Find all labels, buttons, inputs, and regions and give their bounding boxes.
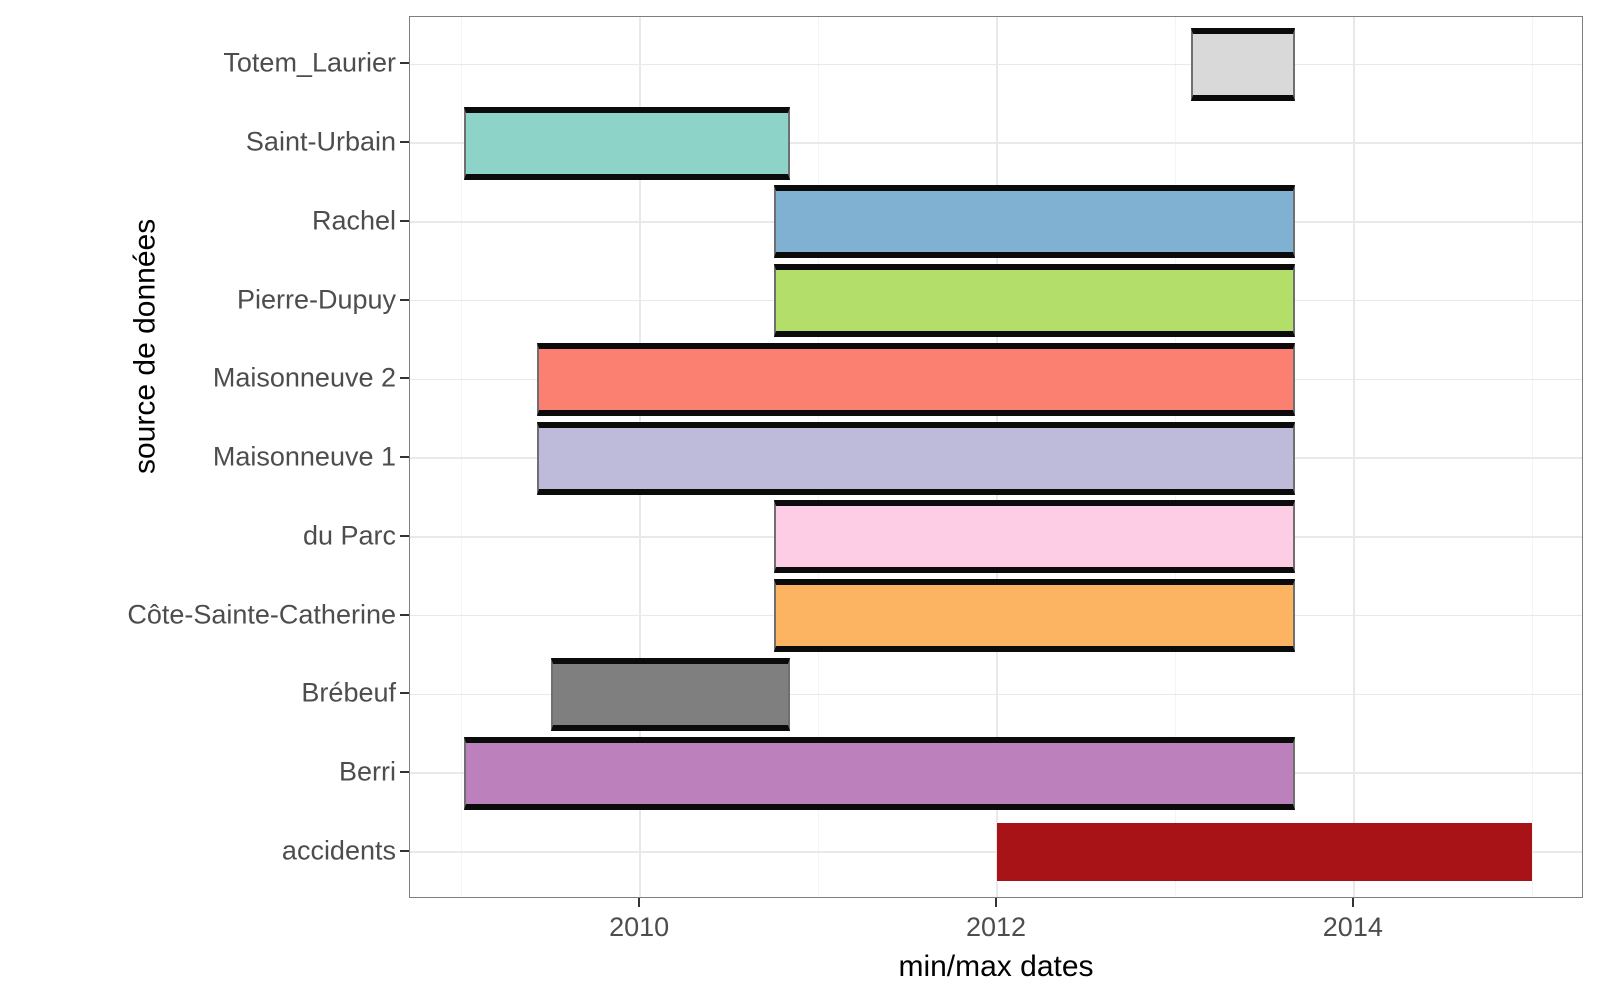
y-tick-saint-urbain <box>400 141 409 143</box>
x-tick-label-2014: 2014 <box>1322 912 1383 942</box>
x-tick-2010 <box>638 898 641 907</box>
row-gridline <box>410 142 1582 144</box>
y-tick-label-totem-laurier: Totem_Laurier <box>223 47 396 78</box>
plot-panel <box>409 16 1583 898</box>
gantt-bar-pierre-dupuy <box>773 264 1295 337</box>
y-tick-label-pierre-dupuy: Pierre-Dupuy <box>236 284 396 314</box>
x-tick-2012 <box>995 898 997 907</box>
y-tick-maisonneuve-2 <box>400 377 409 380</box>
x-tick-2014 <box>1351 898 1354 907</box>
y-tick-label-maisonneuve-2: Maisonneuve 2 <box>212 362 396 393</box>
x-tick-label-2010: 2010 <box>609 912 670 942</box>
y-tick-br-beuf <box>400 692 409 695</box>
y-tick-label-accidents: accidents <box>281 835 396 866</box>
gantt-bar-br-beuf <box>550 657 791 731</box>
y-axis-title: source de données <box>128 218 162 474</box>
gantt-bar-maisonneuve-1 <box>536 421 1295 495</box>
y-tick-label-saint-urbain: Saint-Urbain <box>245 126 396 157</box>
x-axis-title: min/max dates <box>898 950 1094 983</box>
gantt-bar-berri <box>463 736 1295 810</box>
y-tick-maisonneuve-1 <box>400 456 409 458</box>
y-tick-accidents <box>400 849 409 852</box>
y-tick-label-berri: Berri <box>338 756 396 787</box>
y-tick-label-rachel: Rachel <box>311 205 396 236</box>
y-tick-rachel <box>400 219 409 222</box>
row-gridline <box>410 63 1582 65</box>
y-tick-c-te-sainte-catherine <box>400 613 409 616</box>
minor-gridline-2009 <box>460 17 463 897</box>
gantt-bar-maisonneuve-2 <box>536 342 1295 416</box>
row-gridline <box>410 851 1582 853</box>
y-tick-label-br-beuf: Brébeuf <box>301 677 396 708</box>
y-tick-du-parc <box>400 534 409 537</box>
minor-gridline-2015 <box>1531 17 1533 897</box>
y-tick-label-c-te-sainte-catherine: Côte-Sainte-Catherine <box>127 599 396 629</box>
y-tick-berri <box>400 771 409 773</box>
gantt-bar-saint-urbain <box>463 106 791 180</box>
y-tick-label-maisonneuve-1: Maisonneuve 1 <box>212 441 396 472</box>
gantt-bar-c-te-sainte-catherine <box>773 579 1295 652</box>
gantt-bar-accidents <box>997 822 1533 881</box>
y-tick-pierre-dupuy <box>400 298 409 301</box>
row-gridline <box>410 693 1582 695</box>
y-tick-label-du-parc: du Parc <box>302 520 396 551</box>
gantt-bar-du-parc <box>773 500 1295 574</box>
major-gridline-2014 <box>1353 17 1355 897</box>
y-tick-totem-laurier <box>400 62 409 65</box>
gantt-bar-rachel <box>773 185 1295 259</box>
x-tick-label-2012: 2012 <box>965 912 1027 942</box>
gantt-bar-totem-laurier <box>1191 27 1295 101</box>
